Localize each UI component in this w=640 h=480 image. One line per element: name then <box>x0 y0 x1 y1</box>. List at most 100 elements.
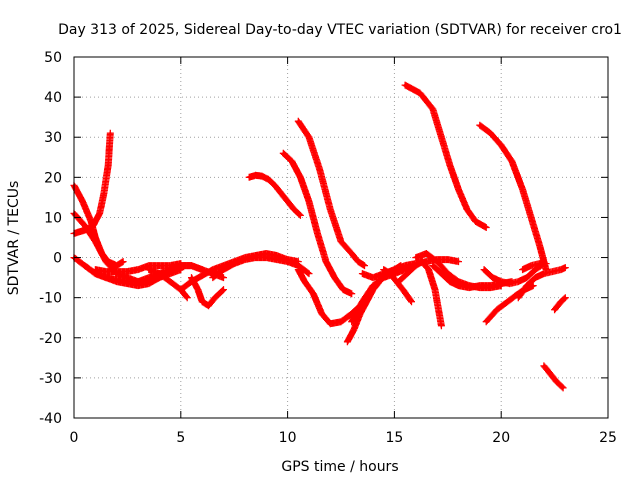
data-point <box>542 364 546 368</box>
data-point <box>559 268 563 271</box>
data-point <box>440 324 443 327</box>
data-point <box>200 268 204 271</box>
data-point <box>414 256 417 259</box>
data-point <box>534 276 537 279</box>
data-point <box>299 214 302 217</box>
data-point <box>104 270 108 273</box>
data-point <box>297 268 300 271</box>
data-point <box>561 386 565 390</box>
data-point <box>350 292 353 295</box>
data-point <box>106 164 110 167</box>
data-point <box>275 258 279 261</box>
data-point <box>350 252 353 255</box>
x-tick-label: 5 <box>176 430 185 446</box>
series-arc-26 <box>514 264 569 302</box>
data-point <box>83 224 86 227</box>
data-point <box>79 230 82 233</box>
data-point <box>414 264 417 267</box>
data-point <box>307 136 311 139</box>
data-point <box>316 232 319 235</box>
data-point <box>467 286 471 289</box>
data-point <box>265 256 268 259</box>
y-tick-label: -40 <box>39 411 62 427</box>
data-point <box>179 264 182 267</box>
data-point <box>126 280 129 283</box>
y-tick-label: -10 <box>39 291 62 307</box>
x-tick-label: 20 <box>492 430 510 446</box>
data-point <box>495 308 499 311</box>
data-point <box>482 268 486 271</box>
data-point <box>427 268 430 271</box>
y-tick-label: 50 <box>44 50 62 66</box>
data-point <box>431 107 435 111</box>
data-point <box>307 200 311 203</box>
data-point <box>517 280 520 283</box>
data-point <box>418 91 422 95</box>
data-point <box>299 176 302 179</box>
data-point <box>186 296 189 299</box>
data-point <box>233 262 236 265</box>
series-arc-23 <box>476 121 550 274</box>
data-point <box>254 256 257 259</box>
data-point <box>222 288 225 291</box>
data-point <box>329 208 332 211</box>
data-point <box>115 278 118 281</box>
data-point <box>448 164 452 167</box>
data-point <box>147 268 150 271</box>
series-markers <box>401 81 490 231</box>
data-point <box>457 188 460 191</box>
data-point <box>247 176 251 179</box>
data-point <box>457 260 460 263</box>
series-group <box>70 81 569 392</box>
data-point <box>478 284 482 287</box>
data-point <box>94 240 97 243</box>
data-point <box>363 264 366 267</box>
data-point <box>136 268 140 271</box>
data-point <box>474 220 477 223</box>
data-point <box>521 268 524 271</box>
data-point <box>324 260 328 263</box>
series-arc-27 <box>519 260 550 274</box>
data-point <box>510 160 514 163</box>
data-point <box>168 280 172 283</box>
data-point <box>529 216 533 219</box>
data-point <box>538 244 541 247</box>
data-point <box>433 288 437 291</box>
data-point <box>397 280 400 283</box>
data-point <box>485 320 488 323</box>
data-point <box>564 296 567 299</box>
data-point <box>121 260 125 263</box>
plot-frame <box>73 56 609 419</box>
data-point <box>551 270 554 273</box>
data-point <box>136 280 140 283</box>
data-point <box>410 300 413 303</box>
data-point <box>457 284 460 287</box>
data-point <box>273 184 276 187</box>
data-point <box>267 178 270 181</box>
data-point <box>89 220 93 223</box>
data-point <box>465 208 469 211</box>
data-point <box>282 152 285 155</box>
data-point <box>290 160 294 163</box>
data-point <box>207 304 210 307</box>
data-point <box>525 276 529 279</box>
data-point <box>478 123 482 127</box>
data-point <box>158 264 161 267</box>
y-axis: -40 -30 -20 -10 0 10 20 30 40 50 <box>39 50 608 427</box>
data-point <box>158 272 161 275</box>
data-point <box>303 280 306 283</box>
data-point <box>435 260 439 263</box>
data-point <box>329 322 332 325</box>
data-point <box>420 260 424 263</box>
data-point <box>211 276 215 279</box>
data-point <box>489 132 492 135</box>
data-point <box>81 200 84 203</box>
data-point <box>506 300 509 303</box>
data-point <box>361 300 364 303</box>
data-point <box>260 174 264 178</box>
data-point <box>403 83 407 87</box>
data-point <box>440 136 443 139</box>
data-point <box>98 212 101 215</box>
data-point <box>339 320 343 323</box>
